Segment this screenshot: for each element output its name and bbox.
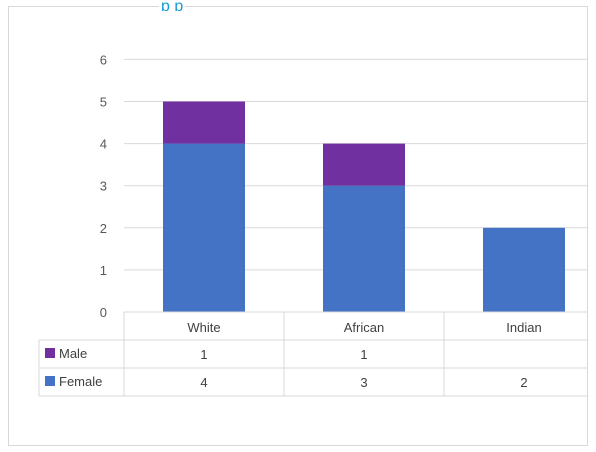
bar-female (163, 143, 245, 312)
legend-key-female (45, 376, 55, 386)
legend-label-female: Female (59, 374, 102, 389)
y-tick-label: 6 (100, 52, 107, 67)
category-label: Indian (506, 320, 541, 335)
data-label: 4 (200, 375, 207, 390)
chart-title-fragment: p p (159, 0, 186, 11)
data-label: 2 (520, 375, 527, 390)
data-label: 1 (200, 347, 207, 362)
y-tick-label: 3 (100, 179, 107, 194)
y-tick-label: 5 (100, 95, 107, 110)
y-tick-label: 4 (100, 137, 107, 152)
bar-female (483, 227, 565, 312)
legend-key-male (45, 348, 55, 358)
category-label: African (344, 320, 384, 335)
data-label: 1 (360, 347, 367, 362)
bar-female (323, 185, 405, 312)
bar-male (323, 143, 405, 186)
y-tick-label: 2 (100, 221, 107, 236)
y-tick-label: 1 (100, 263, 107, 278)
y-tick-label: 0 (100, 305, 107, 320)
data-label: 3 (360, 375, 367, 390)
legend-label-male: Male (59, 346, 87, 361)
chart-frame: p p (8, 0, 588, 446)
bar-male (163, 101, 245, 144)
category-label: White (187, 320, 220, 335)
